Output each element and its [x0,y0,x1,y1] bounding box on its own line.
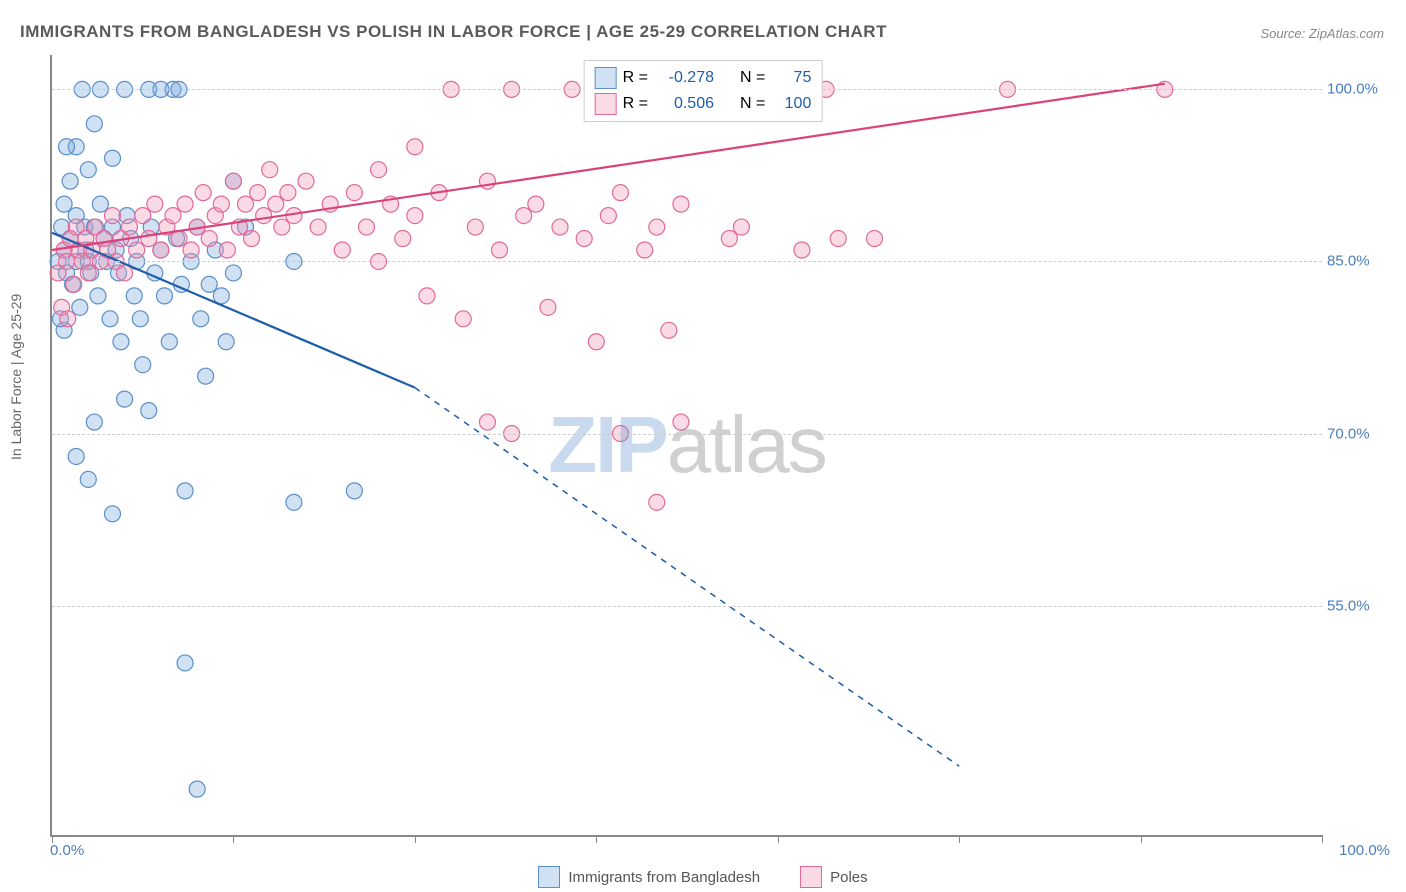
swatch-bangladesh-bottom [538,866,560,888]
n-label: N = [740,95,765,113]
r-label: R = [623,69,648,87]
legend-row-poles: R = 0.506 N = 100 [595,91,812,117]
chart-svg [52,55,1322,835]
y-tick-label: 85.0% [1327,253,1397,270]
chart-title: IMMIGRANTS FROM BANGLADESH VS POLISH IN … [20,22,887,42]
swatch-poles [595,93,617,115]
y-tick-label: 70.0% [1327,425,1397,442]
n-value-bangladesh: 75 [771,69,811,87]
legend-label-poles: Poles [830,869,868,886]
source-attribution: Source: ZipAtlas.com [1260,26,1384,41]
legend-label-bangladesh: Immigrants from Bangladesh [568,869,760,886]
y-tick-label: 100.0% [1327,81,1397,98]
y-axis-label: In Labor Force | Age 25-29 [8,294,24,460]
n-value-poles: 100 [771,95,811,113]
swatch-bangladesh [595,67,617,89]
x-tick [1322,835,1323,843]
y-tick-label: 55.0% [1327,597,1397,614]
swatch-poles-bottom [800,866,822,888]
series-legend: Immigrants from Bangladesh Poles [0,866,1406,888]
r-value-bangladesh: -0.278 [654,69,714,87]
x-axis-max: 100.0% [1339,842,1390,859]
legend-item-bangladesh: Immigrants from Bangladesh [538,866,760,888]
gridline [52,434,1322,435]
plot-area: ZIPatlas 55.0%70.0%85.0%100.0% [50,55,1322,837]
gridline [52,606,1322,607]
r-value-poles: 0.506 [654,95,714,113]
r-label: R = [623,95,648,113]
gridline [52,261,1322,262]
correlation-legend: R = -0.278 N = 75 R = 0.506 N = 100 [584,60,823,122]
n-label: N = [740,69,765,87]
x-axis-min: 0.0% [50,842,84,859]
legend-item-poles: Poles [800,866,868,888]
legend-row-bangladesh: R = -0.278 N = 75 [595,65,812,91]
